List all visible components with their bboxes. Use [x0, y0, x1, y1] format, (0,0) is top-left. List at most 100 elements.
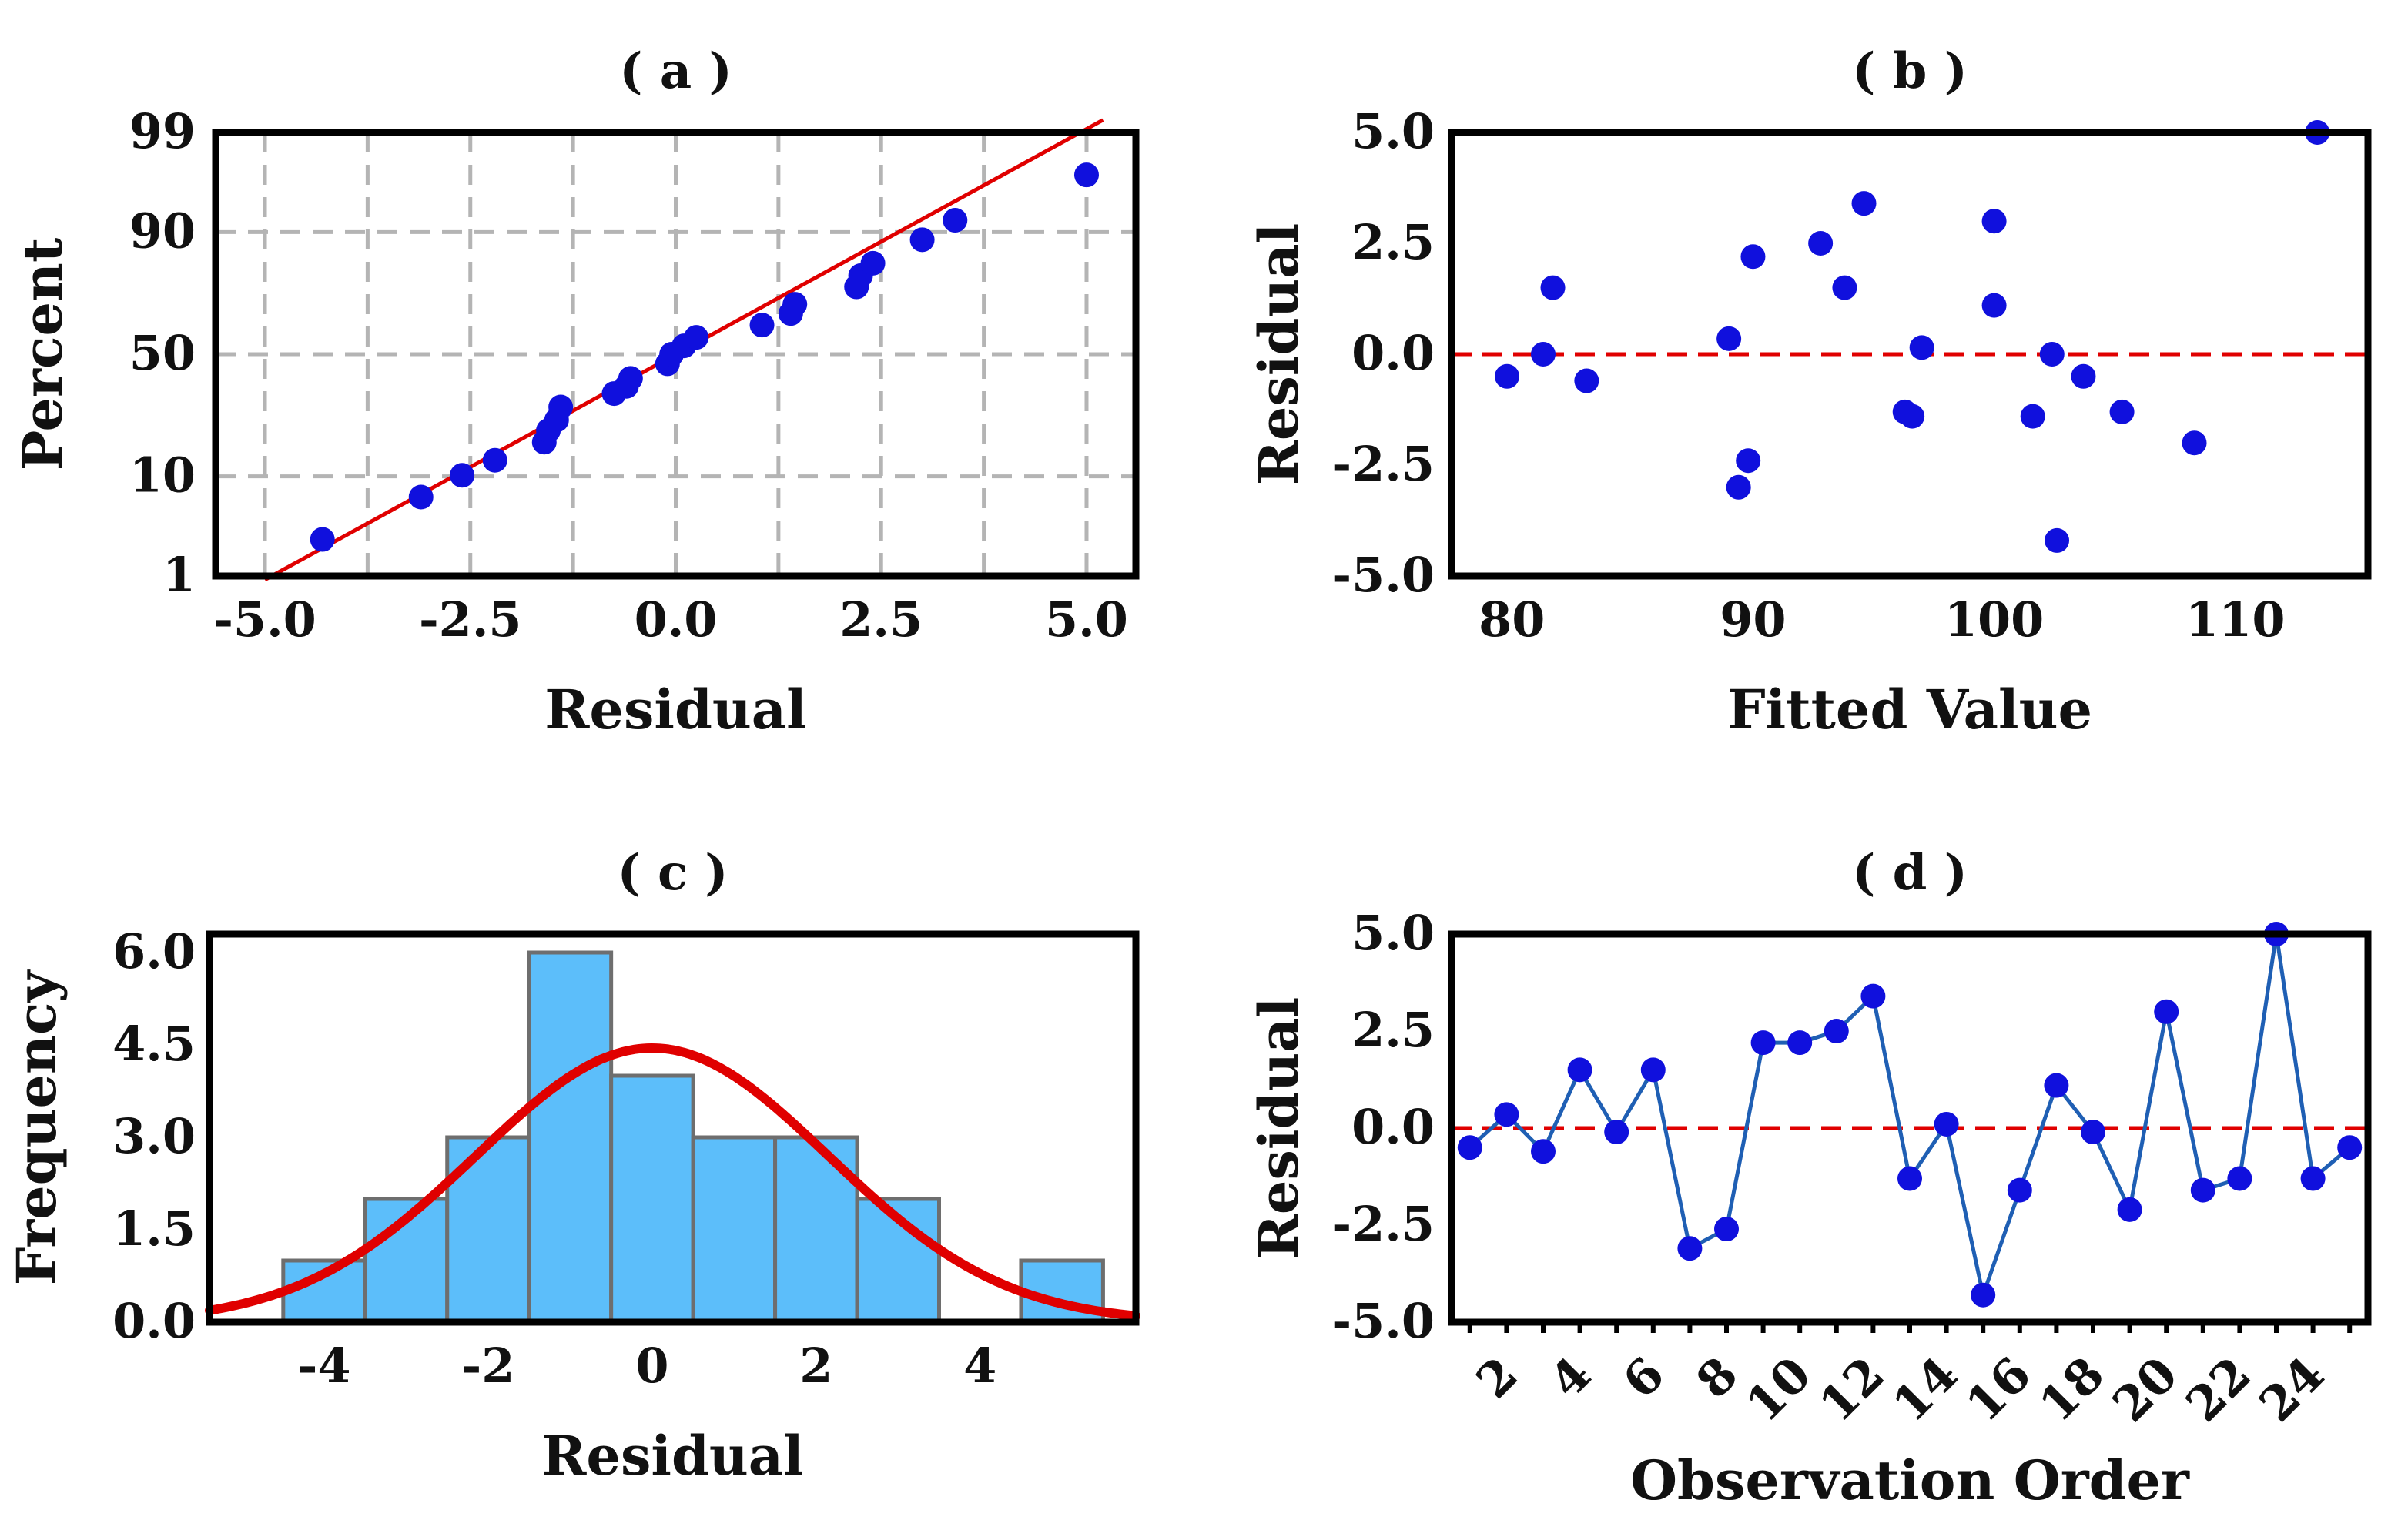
data-point [1457, 1135, 1482, 1160]
data-point [943, 208, 968, 233]
data-point [1640, 1057, 1666, 1083]
y-axis-label: Residual [1247, 997, 1311, 1260]
series-line [1469, 933, 2351, 1302]
x-axis-label: Observation Order [1630, 1448, 2190, 1512]
panel-title: ( d ) [1852, 844, 1968, 902]
x-tick-label: 0 [635, 1338, 668, 1394]
data-point [1714, 1217, 1739, 1242]
x-tick-label: -2 [462, 1338, 515, 1394]
data-point [1860, 983, 1886, 1009]
data-point [2190, 1177, 2215, 1203]
y-tick-label: -5.0 [1331, 547, 1435, 603]
data-point [782, 292, 808, 317]
data-point [1736, 448, 1761, 474]
y-tick-label: 99 [129, 103, 196, 159]
panel-title: ( b ) [1852, 42, 1968, 100]
data-point [408, 484, 434, 510]
y-tick-label: 1.5 [112, 1200, 196, 1257]
panel-title: ( a ) [619, 42, 732, 100]
x-axis-label: Residual [544, 678, 807, 742]
histogram-bar [609, 1073, 695, 1324]
histogram-bar [527, 950, 614, 1324]
data-point [1909, 335, 1934, 360]
data-point [1934, 1111, 1959, 1137]
data-point [1073, 162, 1099, 188]
data-point [482, 447, 507, 473]
data-point [2007, 1177, 2032, 1203]
data-point [2227, 1166, 2252, 1191]
x-tick-label: -4 [298, 1338, 351, 1394]
plot-frame [1448, 930, 2372, 1326]
data-point [1574, 368, 1599, 393]
data-point [860, 250, 886, 276]
y-tick-label: 90 [129, 203, 196, 259]
panel-title: ( c ) [617, 844, 728, 902]
y-tick-label: 50 [129, 325, 196, 381]
x-tick-label: -2.5 [419, 591, 522, 648]
data-point [2117, 1197, 2142, 1222]
data-point [1900, 404, 1925, 429]
plot-frame [212, 129, 1140, 580]
y-tick-label: -2.5 [1331, 1196, 1435, 1252]
data-point [2039, 342, 2065, 367]
y-tick-label: 10 [129, 447, 196, 504]
data-point [2045, 527, 2070, 553]
data-point [1540, 275, 1566, 300]
data-point [1971, 1282, 1996, 1308]
y-tick-label: 2.5 [1351, 214, 1435, 270]
x-axis-label: Residual [541, 1424, 804, 1488]
data-point [2044, 1073, 2069, 1098]
data-point [2337, 1135, 2363, 1160]
data-point [618, 366, 643, 391]
data-point [2071, 363, 2096, 389]
data-point [1740, 244, 1766, 270]
x-tick-label: 110 [2185, 591, 2285, 648]
data-point [310, 527, 335, 552]
y-tick-label: -2.5 [1331, 436, 1435, 492]
data-point [2081, 1120, 2105, 1145]
x-axis-label: Fitted Value [1727, 678, 2092, 742]
data-point [450, 463, 475, 488]
data-point [1716, 326, 1742, 351]
x-tick-label: 10 [1735, 1346, 1822, 1433]
y-tick-label: 2.5 [1351, 1002, 1435, 1058]
data-point [1604, 1120, 1629, 1145]
data-point [1981, 293, 2007, 318]
y-tick-label: 1 [162, 547, 196, 603]
data-point [1808, 231, 1834, 256]
y-tick-label: 6.0 [112, 923, 196, 979]
data-point [1567, 1057, 1592, 1083]
panel-b: 80 90 100 110 -5.0 -2.5 0.0 2.5 5.0 ( b ) Fitted V… [1247, 42, 2372, 742]
x-tick-label: 2.5 [839, 591, 923, 648]
data-point [1677, 1236, 1703, 1261]
plot-frame [1448, 129, 2372, 580]
panel-c: -4 -2 0 2 4 0.0 1.5 3.0 4.5 6.0 ( c ) Residual Frequ… [5, 844, 1140, 1488]
y-tick-label: 5.0 [1351, 103, 1435, 159]
x-tick-label: 4 [963, 1338, 996, 1394]
data-point [1495, 363, 1520, 389]
data-point [1726, 474, 1751, 500]
data-point [1897, 1166, 1922, 1191]
x-tick-label: 16 [1955, 1346, 2042, 1433]
y-tick-label: 5.0 [1351, 905, 1435, 961]
data-point [1787, 1030, 1813, 1056]
x-tick-label: 20 [2102, 1346, 2189, 1433]
x-tick-label: 90 [1720, 591, 1786, 648]
x-tick-label: 100 [1944, 591, 2044, 648]
x-tick-label: 4 [1539, 1346, 1602, 1409]
panel-a: -5.0 -2.5 0.0 2.5 5.0 1 10 50 90 99 ( a ) Residual P… [11, 42, 1140, 742]
x-tick-label: 0.0 [635, 591, 718, 648]
x-tick-label: 5.0 [1045, 591, 1128, 648]
data-point [684, 325, 709, 350]
y-axis-label: Frequency [5, 969, 69, 1285]
normal-curve [205, 1043, 1140, 1321]
histogram-bar [691, 1135, 778, 1324]
y-axis-label: Residual [1247, 223, 1311, 486]
data-point [909, 227, 935, 253]
x-tick-label: 18 [2028, 1346, 2115, 1433]
x-tick-label: 14 [1882, 1346, 1969, 1433]
y-axis-label: Percent [11, 238, 75, 471]
x-tick-label: 2 [799, 1338, 832, 1394]
y-tick-label: 3.0 [112, 1108, 196, 1164]
